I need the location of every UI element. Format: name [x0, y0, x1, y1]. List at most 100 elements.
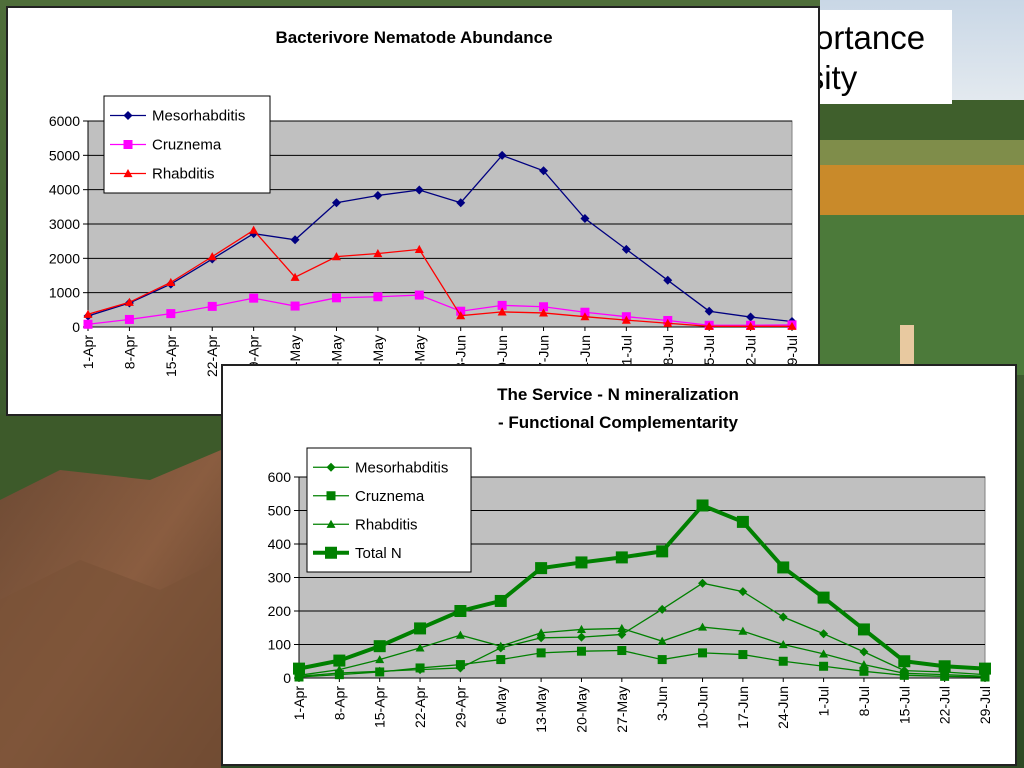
y-tick-label: 5000 [49, 147, 80, 163]
data-point [899, 668, 909, 677]
x-tick-label: 22-Apr [412, 686, 428, 728]
x-tick-label: 29-Jul [977, 686, 993, 724]
series-line [298, 582, 986, 677]
data-point [696, 499, 709, 512]
data-point [496, 655, 506, 665]
data-point [207, 301, 217, 311]
data-point [207, 252, 217, 261]
data-point [539, 308, 549, 317]
data-point [333, 654, 346, 667]
data-point [736, 515, 749, 528]
x-tick-label: 22-Jul [743, 335, 759, 373]
data-point [657, 655, 667, 665]
series-line [87, 229, 792, 327]
data-point [787, 321, 797, 330]
data-point [249, 293, 259, 303]
series-line [87, 154, 793, 323]
x-tick-label: 8-Jul [660, 335, 676, 365]
data-point [576, 632, 586, 642]
data-point [536, 648, 546, 658]
x-tick-label: 20-May [573, 686, 589, 733]
data-point [331, 198, 341, 208]
data-point [940, 670, 950, 679]
data-point [663, 275, 673, 285]
data-point [657, 604, 667, 614]
legend-label: Rhabditis [355, 516, 418, 533]
data-point [819, 649, 829, 658]
data-point [657, 636, 667, 645]
data-point [414, 290, 424, 300]
data-point [334, 670, 344, 680]
x-tick-label: 1-Apr [291, 686, 307, 721]
data-point [738, 587, 748, 597]
legend-marker [326, 519, 336, 528]
data-point [979, 662, 991, 675]
legend-marker [123, 111, 133, 120]
y-tick-label: 2000 [49, 250, 80, 266]
data-point [615, 551, 628, 564]
data-point [746, 312, 756, 322]
data-point [738, 626, 748, 635]
data-point [704, 306, 714, 316]
data-point [898, 655, 911, 668]
legend-marker [325, 546, 337, 559]
data-point [617, 646, 627, 656]
y-tick-label: 3000 [49, 216, 80, 232]
n-mineralization-chart: The Service - N mineralization - Function… [268, 385, 993, 733]
y-tick-label: 6000 [49, 113, 80, 129]
data-point [83, 309, 93, 318]
data-point [331, 252, 341, 261]
y-tick-label: 4000 [49, 182, 80, 198]
data-point [415, 643, 425, 652]
legend-label: Cruznema [355, 488, 425, 505]
data-point [938, 660, 951, 673]
data-point [621, 244, 631, 254]
data-point [819, 629, 829, 639]
data-point [375, 655, 385, 664]
data-point [494, 594, 507, 607]
data-point [576, 624, 586, 634]
chart-title: Bacterivore Nematode Abundance [275, 28, 552, 47]
data-point [980, 671, 990, 680]
y-tick-label: 0 [283, 670, 291, 686]
legend-marker [123, 169, 133, 178]
data-point [698, 648, 708, 658]
data-point [124, 297, 134, 306]
x-tick-label: 22-Apr [204, 335, 220, 377]
data-point [859, 666, 869, 676]
x-tick-label: 8-Apr [331, 686, 347, 721]
x-tick-label: 27-May [614, 686, 630, 733]
x-tick-label: 29-Jul [784, 335, 800, 373]
data-point [294, 670, 304, 679]
data-point [456, 198, 466, 208]
data-point [576, 646, 586, 656]
y-tick-label: 600 [268, 469, 292, 485]
data-point [859, 660, 869, 669]
x-tick-label: 10-Jun [695, 686, 711, 729]
x-tick-label: 24-Jun [775, 686, 791, 729]
data-point [373, 292, 383, 302]
data-point [373, 640, 386, 653]
series-line [87, 294, 793, 326]
y-tick-label: 100 [268, 637, 292, 653]
data-point [497, 150, 507, 160]
x-tick-label: 1-Jul [816, 686, 832, 716]
x-tick-label: 17-Jun [735, 686, 751, 729]
y-tick-label: 0 [72, 319, 80, 335]
data-point [373, 249, 383, 258]
data-point [746, 321, 756, 330]
x-tick-label: 1-Jul [618, 335, 634, 365]
x-tick-label: 8-Jul [856, 686, 872, 716]
data-point [166, 277, 176, 286]
data-point [663, 318, 673, 327]
data-point [819, 661, 829, 671]
data-point [83, 319, 93, 329]
data-point [575, 556, 588, 569]
x-tick-label: 29-Apr [452, 686, 468, 728]
x-tick-label: 15-Jul [896, 686, 912, 724]
data-point [454, 605, 467, 617]
data-point [375, 667, 385, 677]
x-tick-label: 15-Jul [701, 335, 717, 373]
data-point [290, 301, 300, 311]
x-tick-label: 3-Jun [453, 335, 469, 370]
